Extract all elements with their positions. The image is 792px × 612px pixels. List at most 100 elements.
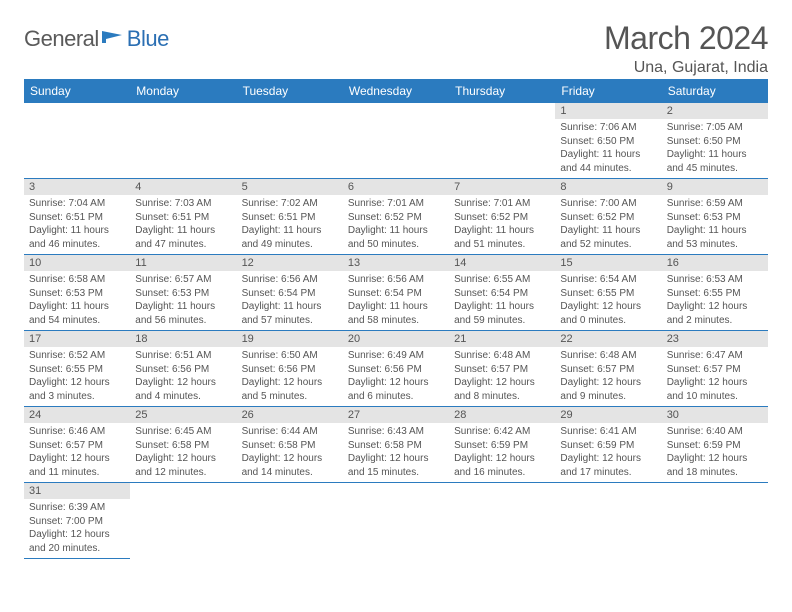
header: General Blue March 2024 Una, Gujarat, In… xyxy=(24,20,768,77)
daylight-text: Daylight: 12 hours and 9 minutes. xyxy=(560,376,656,403)
daylight-text: Daylight: 12 hours and 6 minutes. xyxy=(348,376,444,403)
sunrise-text: Sunrise: 7:03 AM xyxy=(135,197,231,211)
daylight-text: Daylight: 12 hours and 11 minutes. xyxy=(29,452,125,479)
calendar-cell: 29Sunrise: 6:41 AMSunset: 6:59 PMDayligh… xyxy=(555,407,661,483)
day-detail: Sunrise: 6:54 AMSunset: 6:55 PMDaylight:… xyxy=(555,271,661,330)
sunset-text: Sunset: 6:55 PM xyxy=(29,363,125,377)
day-detail: Sunrise: 6:57 AMSunset: 6:53 PMDaylight:… xyxy=(130,271,236,330)
sunset-text: Sunset: 6:50 PM xyxy=(667,135,763,149)
sunrise-text: Sunrise: 6:56 AM xyxy=(242,273,338,287)
day-detail: Sunrise: 7:06 AMSunset: 6:50 PMDaylight:… xyxy=(555,119,661,178)
calendar-cell xyxy=(24,103,130,179)
day-detail: Sunrise: 6:53 AMSunset: 6:55 PMDaylight:… xyxy=(662,271,768,330)
sunset-text: Sunset: 6:55 PM xyxy=(560,287,656,301)
day-number: 5 xyxy=(237,179,343,195)
day-header: Tuesday xyxy=(237,79,343,103)
day-detail: Sunrise: 7:04 AMSunset: 6:51 PMDaylight:… xyxy=(24,195,130,254)
sunset-text: Sunset: 6:59 PM xyxy=(454,439,550,453)
day-header: Friday xyxy=(555,79,661,103)
day-detail: Sunrise: 6:42 AMSunset: 6:59 PMDaylight:… xyxy=(449,423,555,482)
day-detail: Sunrise: 6:58 AMSunset: 6:53 PMDaylight:… xyxy=(24,271,130,330)
sunset-text: Sunset: 6:56 PM xyxy=(135,363,231,377)
day-detail: Sunrise: 6:51 AMSunset: 6:56 PMDaylight:… xyxy=(130,347,236,406)
day-detail: Sunrise: 7:01 AMSunset: 6:52 PMDaylight:… xyxy=(449,195,555,254)
sunset-text: Sunset: 6:59 PM xyxy=(667,439,763,453)
sunset-text: Sunset: 7:00 PM xyxy=(29,515,125,529)
sunrise-text: Sunrise: 7:01 AM xyxy=(454,197,550,211)
sunset-text: Sunset: 6:54 PM xyxy=(242,287,338,301)
sunrise-text: Sunrise: 6:42 AM xyxy=(454,425,550,439)
title-block: March 2024 Una, Gujarat, India xyxy=(604,20,768,77)
sunset-text: Sunset: 6:53 PM xyxy=(667,211,763,225)
calendar-cell xyxy=(343,103,449,179)
sunset-text: Sunset: 6:51 PM xyxy=(135,211,231,225)
sunset-text: Sunset: 6:58 PM xyxy=(135,439,231,453)
day-number: 30 xyxy=(662,407,768,423)
calendar-cell: 2Sunrise: 7:05 AMSunset: 6:50 PMDaylight… xyxy=(662,103,768,179)
calendar-cell xyxy=(555,483,661,559)
sunset-text: Sunset: 6:59 PM xyxy=(560,439,656,453)
day-number: 14 xyxy=(449,255,555,271)
day-detail: Sunrise: 6:59 AMSunset: 6:53 PMDaylight:… xyxy=(662,195,768,254)
logo: General Blue xyxy=(24,20,169,52)
calendar-cell: 17Sunrise: 6:52 AMSunset: 6:55 PMDayligh… xyxy=(24,331,130,407)
daylight-text: Daylight: 11 hours and 51 minutes. xyxy=(454,224,550,251)
daylight-text: Daylight: 12 hours and 4 minutes. xyxy=(135,376,231,403)
day-header: Sunday xyxy=(24,79,130,103)
sunset-text: Sunset: 6:57 PM xyxy=(454,363,550,377)
day-detail: Sunrise: 6:40 AMSunset: 6:59 PMDaylight:… xyxy=(662,423,768,482)
sunset-text: Sunset: 6:52 PM xyxy=(560,211,656,225)
day-number: 9 xyxy=(662,179,768,195)
calendar-cell: 26Sunrise: 6:44 AMSunset: 6:58 PMDayligh… xyxy=(237,407,343,483)
daylight-text: Daylight: 12 hours and 8 minutes. xyxy=(454,376,550,403)
sunrise-text: Sunrise: 6:51 AM xyxy=(135,349,231,363)
calendar-row: 17Sunrise: 6:52 AMSunset: 6:55 PMDayligh… xyxy=(24,331,768,407)
day-detail: Sunrise: 6:43 AMSunset: 6:58 PMDaylight:… xyxy=(343,423,449,482)
day-detail: Sunrise: 7:00 AMSunset: 6:52 PMDaylight:… xyxy=(555,195,661,254)
sunrise-text: Sunrise: 6:55 AM xyxy=(454,273,550,287)
sunset-text: Sunset: 6:51 PM xyxy=(29,211,125,225)
day-detail: Sunrise: 6:52 AMSunset: 6:55 PMDaylight:… xyxy=(24,347,130,406)
sunrise-text: Sunrise: 7:05 AM xyxy=(667,121,763,135)
sunrise-text: Sunrise: 6:46 AM xyxy=(29,425,125,439)
calendar-cell: 14Sunrise: 6:55 AMSunset: 6:54 PMDayligh… xyxy=(449,255,555,331)
daylight-text: Daylight: 11 hours and 58 minutes. xyxy=(348,300,444,327)
daylight-text: Daylight: 11 hours and 49 minutes. xyxy=(242,224,338,251)
calendar-row: 3Sunrise: 7:04 AMSunset: 6:51 PMDaylight… xyxy=(24,179,768,255)
daylight-text: Daylight: 12 hours and 16 minutes. xyxy=(454,452,550,479)
calendar-cell: 31Sunrise: 6:39 AMSunset: 7:00 PMDayligh… xyxy=(24,483,130,559)
sunrise-text: Sunrise: 6:49 AM xyxy=(348,349,444,363)
day-number: 22 xyxy=(555,331,661,347)
calendar-cell: 9Sunrise: 6:59 AMSunset: 6:53 PMDaylight… xyxy=(662,179,768,255)
sunrise-text: Sunrise: 6:43 AM xyxy=(348,425,444,439)
day-number: 11 xyxy=(130,255,236,271)
day-number: 21 xyxy=(449,331,555,347)
daylight-text: Daylight: 12 hours and 3 minutes. xyxy=(29,376,125,403)
calendar-cell: 13Sunrise: 6:56 AMSunset: 6:54 PMDayligh… xyxy=(343,255,449,331)
calendar-cell: 23Sunrise: 6:47 AMSunset: 6:57 PMDayligh… xyxy=(662,331,768,407)
day-detail: Sunrise: 6:47 AMSunset: 6:57 PMDaylight:… xyxy=(662,347,768,406)
day-number: 25 xyxy=(130,407,236,423)
day-number: 2 xyxy=(662,103,768,119)
calendar-body: 1Sunrise: 7:06 AMSunset: 6:50 PMDaylight… xyxy=(24,103,768,559)
calendar-row: 1Sunrise: 7:06 AMSunset: 6:50 PMDaylight… xyxy=(24,103,768,179)
calendar-cell: 18Sunrise: 6:51 AMSunset: 6:56 PMDayligh… xyxy=(130,331,236,407)
day-number: 3 xyxy=(24,179,130,195)
day-detail: Sunrise: 6:50 AMSunset: 6:56 PMDaylight:… xyxy=(237,347,343,406)
day-detail: Sunrise: 6:49 AMSunset: 6:56 PMDaylight:… xyxy=(343,347,449,406)
calendar-cell: 11Sunrise: 6:57 AMSunset: 6:53 PMDayligh… xyxy=(130,255,236,331)
day-number: 7 xyxy=(449,179,555,195)
daylight-text: Daylight: 12 hours and 20 minutes. xyxy=(29,528,125,555)
sunrise-text: Sunrise: 7:04 AM xyxy=(29,197,125,211)
sunset-text: Sunset: 6:54 PM xyxy=(454,287,550,301)
calendar-cell: 6Sunrise: 7:01 AMSunset: 6:52 PMDaylight… xyxy=(343,179,449,255)
day-detail: Sunrise: 6:46 AMSunset: 6:57 PMDaylight:… xyxy=(24,423,130,482)
sunrise-text: Sunrise: 6:39 AM xyxy=(29,501,125,515)
sunrise-text: Sunrise: 7:02 AM xyxy=(242,197,338,211)
day-detail: Sunrise: 6:41 AMSunset: 6:59 PMDaylight:… xyxy=(555,423,661,482)
sunrise-text: Sunrise: 6:57 AM xyxy=(135,273,231,287)
day-detail: Sunrise: 6:44 AMSunset: 6:58 PMDaylight:… xyxy=(237,423,343,482)
sunset-text: Sunset: 6:52 PM xyxy=(348,211,444,225)
day-number: 20 xyxy=(343,331,449,347)
day-detail: Sunrise: 6:56 AMSunset: 6:54 PMDaylight:… xyxy=(237,271,343,330)
